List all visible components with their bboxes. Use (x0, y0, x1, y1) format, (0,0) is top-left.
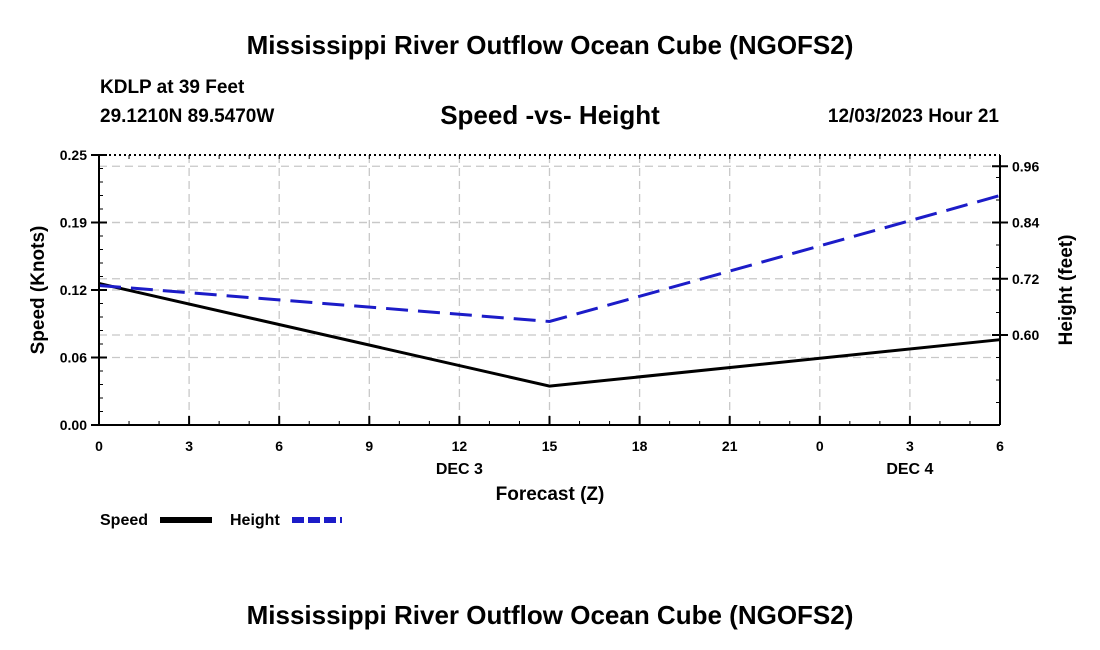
day-label: DEC 4 (886, 461, 933, 478)
x-tick-label: 15 (542, 438, 558, 454)
legend-label-height: Height (230, 512, 280, 529)
x-axis-label: Forecast (Z) (496, 484, 605, 505)
y-tick-label-right: 0.60 (1012, 327, 1039, 343)
y-tick-label-right: 0.72 (1012, 271, 1039, 287)
day-label: DEC 3 (436, 461, 483, 478)
series-line-speed (98, 282, 1001, 388)
footer-title: Mississippi River Outflow Ocean Cube (NG… (246, 600, 854, 630)
chart-axes: 0 3 6 9 12 15 18 21 0 3 6 DEC 3 DEC 4 0.00 0.06 0.12 0.1… (60, 147, 1040, 478)
chart-grid (99, 155, 1000, 425)
forecast-datetime: 12/03/2023 Hour 21 (827, 106, 999, 127)
x-tick-label: 9 (365, 438, 373, 454)
y-tick-label-right: 0.96 (1012, 158, 1039, 174)
main-title: Mississippi River Outflow Ocean Cube (NG… (246, 30, 854, 60)
y-tick-label-left: 0.25 (60, 147, 87, 163)
station-label: KDLP at 39 Feet (100, 77, 245, 98)
y-tick-label-left: 0.12 (60, 282, 87, 298)
x-tick-label: 0 (816, 438, 824, 454)
chart-series (98, 194, 1001, 388)
series-line-height (98, 194, 1001, 324)
y-axis-label-height: Height (feet) (1056, 235, 1077, 346)
y-tick-label-left: 0.00 (60, 417, 87, 433)
x-tick-label: 6 (996, 438, 1004, 454)
x-tick-label: 21 (722, 438, 738, 454)
legend: Speed Height (100, 512, 342, 529)
chart-subtitle: Speed -vs- Height (440, 100, 660, 130)
x-tick-label: 0 (95, 438, 103, 454)
y-tick-label-left: 0.06 (60, 350, 87, 366)
y-axis-label-speed: Speed (Knots) (28, 226, 49, 355)
x-tick-label: 3 (906, 438, 914, 454)
x-tick-label: 3 (185, 438, 193, 454)
legend-label-speed: Speed (100, 512, 148, 529)
y-tick-label-right: 0.84 (1012, 215, 1039, 231)
x-tick-label: 12 (452, 438, 468, 454)
x-tick-label: 6 (275, 438, 283, 454)
x-tick-label: 18 (632, 438, 648, 454)
y-tick-label-left: 0.19 (60, 215, 87, 231)
station-coordinates: 29.1210N 89.5470W (100, 106, 275, 127)
